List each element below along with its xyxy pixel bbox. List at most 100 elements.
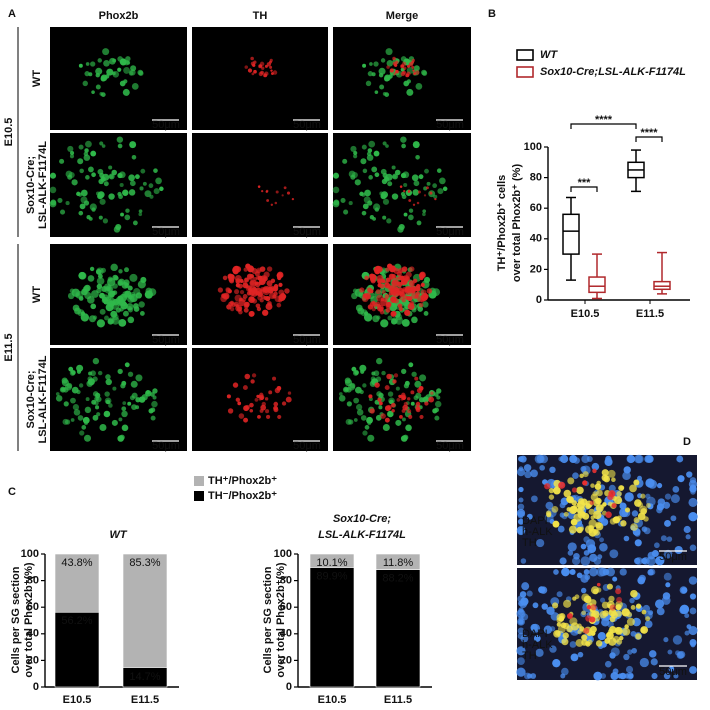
cell — [152, 388, 158, 394]
cell — [63, 401, 69, 407]
cell — [439, 177, 446, 185]
cell — [549, 466, 556, 474]
y-tick-label: 80 — [280, 575, 292, 587]
cell — [421, 69, 427, 76]
cell — [110, 263, 118, 272]
cell — [399, 414, 403, 419]
cell — [387, 315, 393, 321]
cell — [152, 395, 157, 400]
cell — [383, 297, 388, 303]
cell — [436, 388, 442, 394]
cell — [255, 275, 261, 280]
cell — [591, 610, 600, 619]
micrograph — [50, 244, 187, 345]
cell — [415, 154, 420, 160]
cell — [121, 406, 127, 412]
cell — [236, 306, 242, 312]
cell — [247, 285, 252, 291]
cell — [411, 371, 417, 377]
cell — [690, 593, 696, 600]
cell — [518, 486, 524, 493]
cell — [140, 168, 146, 174]
cell — [368, 140, 376, 148]
cell — [138, 212, 143, 217]
cell — [367, 421, 372, 426]
cell — [222, 275, 228, 281]
row-label: WT — [31, 70, 43, 87]
cell — [599, 537, 604, 543]
cell — [373, 61, 379, 67]
cell — [367, 71, 373, 77]
cell — [385, 301, 392, 308]
cell — [285, 396, 292, 403]
scale-bar-label: 50μm — [293, 440, 321, 452]
cell — [55, 392, 60, 396]
cell — [605, 511, 612, 518]
cell — [616, 490, 622, 497]
cell — [436, 395, 441, 400]
cell — [414, 70, 420, 75]
cell — [516, 667, 526, 677]
cell — [62, 418, 69, 425]
cell — [424, 168, 429, 174]
cell — [96, 283, 103, 290]
cell — [362, 63, 367, 68]
cell — [249, 402, 254, 408]
cell — [268, 390, 273, 395]
cell — [552, 659, 561, 668]
significance-bracket — [570, 123, 637, 129]
cell — [412, 278, 418, 283]
cell — [121, 410, 128, 418]
cell — [689, 544, 697, 552]
panel-letter: B — [488, 8, 496, 20]
cell — [49, 172, 57, 179]
cell — [84, 421, 88, 426]
cell — [76, 364, 84, 372]
cell — [365, 80, 372, 87]
cell — [97, 370, 103, 376]
cell — [117, 368, 123, 375]
cell — [150, 415, 156, 421]
cell — [676, 455, 684, 463]
cell — [571, 487, 578, 493]
cell — [88, 72, 93, 77]
micrograph — [332, 133, 471, 237]
cell — [127, 316, 135, 324]
cell — [96, 319, 106, 328]
box — [562, 213, 580, 255]
row-label: WT — [31, 286, 43, 303]
image-bg — [192, 133, 328, 237]
cell — [530, 469, 538, 478]
cell — [631, 510, 639, 517]
cell — [593, 671, 603, 681]
cell — [332, 172, 340, 179]
cell — [562, 632, 569, 639]
cell — [118, 171, 126, 179]
cell — [630, 630, 637, 637]
cell — [139, 186, 144, 191]
cell — [405, 424, 412, 432]
cell — [568, 525, 577, 534]
cell — [561, 567, 570, 577]
cell — [92, 391, 99, 397]
cell — [78, 144, 84, 150]
cell — [99, 292, 105, 299]
cell — [274, 387, 281, 394]
cell — [85, 62, 90, 66]
cell — [566, 613, 573, 619]
cell — [70, 418, 75, 422]
cell — [615, 627, 623, 635]
cell — [536, 538, 545, 548]
cell — [574, 594, 580, 600]
cell — [113, 226, 121, 233]
cell — [557, 525, 565, 533]
cell — [151, 400, 158, 408]
cell — [394, 169, 401, 176]
cell — [410, 390, 415, 395]
cell — [360, 415, 367, 421]
cell — [407, 409, 412, 414]
cell — [544, 483, 551, 490]
cell — [133, 303, 139, 309]
cell — [239, 279, 244, 283]
cell — [414, 376, 419, 381]
